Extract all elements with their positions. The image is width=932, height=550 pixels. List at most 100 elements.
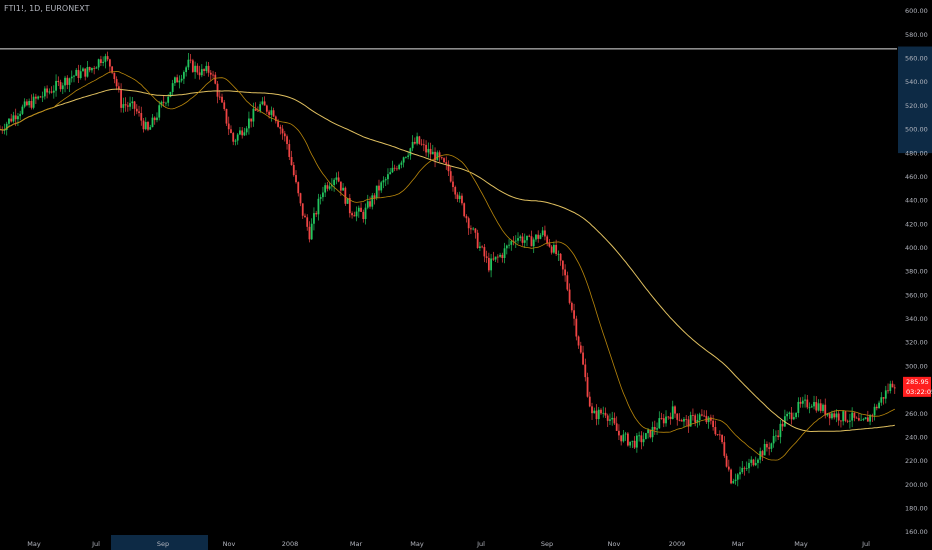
candle	[389, 167, 392, 175]
candle-body	[227, 123, 230, 130]
candle-body	[151, 117, 154, 128]
candle-body	[485, 256, 488, 258]
candle-body	[736, 474, 739, 480]
candle	[106, 51, 109, 62]
candle	[887, 383, 889, 394]
candle	[649, 429, 652, 439]
candle	[777, 430, 780, 441]
candle	[308, 221, 311, 243]
candle-body	[108, 59, 111, 67]
candle-body	[606, 415, 609, 421]
candle	[550, 245, 553, 255]
candle-body	[629, 441, 632, 446]
candle	[566, 271, 569, 292]
candle	[472, 227, 475, 231]
candle	[10, 113, 13, 123]
candle	[842, 410, 845, 426]
candle	[761, 449, 764, 462]
candle	[398, 163, 401, 171]
candle-body	[602, 412, 605, 414]
candle	[218, 90, 221, 100]
candle	[425, 140, 427, 157]
candle	[449, 165, 452, 183]
candle	[79, 65, 82, 80]
candle	[200, 64, 203, 78]
candle-body	[182, 72, 185, 79]
y-tick-label: 260.00	[905, 410, 928, 418]
candle	[19, 110, 22, 121]
candle	[490, 253, 493, 278]
candle	[680, 418, 683, 422]
candle-body	[732, 481, 735, 484]
candle-body	[346, 198, 349, 204]
y-tick-label: 340.00	[905, 315, 928, 323]
candle-body	[631, 440, 634, 442]
candle	[445, 156, 448, 170]
candle	[212, 70, 214, 79]
candle	[786, 411, 789, 421]
candle	[82, 67, 84, 72]
candle	[745, 461, 748, 471]
candle	[371, 192, 374, 210]
candle-body	[555, 244, 558, 255]
candle-body	[120, 89, 122, 108]
candle	[752, 458, 755, 467]
candle-body	[362, 211, 365, 220]
candle-body	[831, 413, 833, 419]
candle-body	[126, 105, 129, 107]
candle	[162, 95, 165, 107]
candle	[427, 142, 430, 158]
candle	[508, 239, 510, 249]
candle	[716, 434, 719, 436]
candle	[337, 171, 340, 183]
candle	[281, 124, 284, 140]
candle	[683, 417, 685, 428]
y-tick-label: 440.00	[905, 197, 928, 205]
candle-body	[43, 88, 46, 97]
candle-body	[158, 105, 161, 118]
candle	[265, 104, 268, 115]
candle-body	[140, 113, 143, 121]
candle	[234, 138, 237, 146]
x-tick-label: Jul	[91, 540, 100, 548]
candle	[61, 82, 64, 95]
candle-body	[272, 110, 275, 117]
candle-body	[261, 101, 264, 105]
candle-body	[624, 433, 627, 435]
candle-body	[470, 228, 472, 230]
candle	[676, 413, 679, 426]
candle-body	[860, 419, 863, 421]
candle	[17, 112, 19, 126]
candle-body	[541, 230, 544, 236]
candle	[248, 111, 250, 135]
candle	[66, 75, 69, 90]
candle-body	[503, 248, 506, 258]
candle	[779, 419, 782, 444]
candle	[236, 132, 239, 145]
candle	[537, 230, 540, 243]
candle	[144, 117, 147, 131]
candle	[254, 102, 257, 111]
candle	[32, 93, 35, 110]
candle-body	[586, 377, 589, 397]
candle-body	[454, 187, 457, 195]
y-tick-label: 220.00	[905, 457, 928, 465]
candle	[748, 458, 750, 474]
candle-body	[703, 415, 706, 417]
candle-body	[660, 418, 663, 419]
candle-body	[14, 115, 17, 120]
candle-body	[299, 193, 302, 204]
candle-body	[656, 428, 658, 430]
candle	[492, 251, 495, 261]
candle-body	[252, 108, 255, 122]
candle	[866, 410, 869, 422]
candle	[205, 61, 208, 74]
candle	[454, 185, 457, 199]
candle-body	[501, 254, 504, 258]
candle-body	[196, 65, 199, 73]
candle	[837, 411, 840, 426]
candle-body	[662, 418, 665, 424]
candle-body	[499, 254, 501, 257]
candle	[521, 233, 524, 246]
